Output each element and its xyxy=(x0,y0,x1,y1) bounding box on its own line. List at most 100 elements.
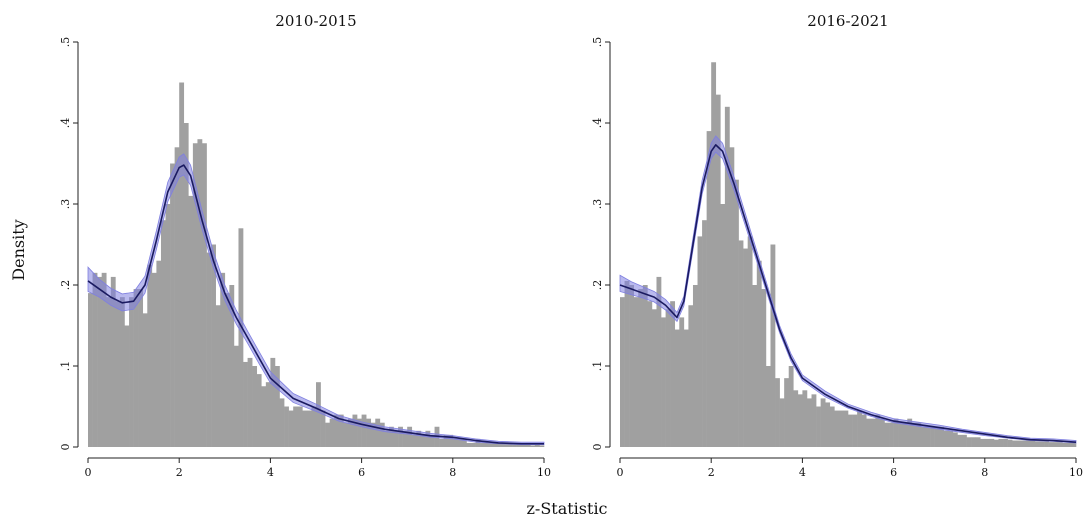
x-tick-label: 6 xyxy=(358,466,365,479)
histogram-bar xyxy=(206,252,212,447)
histogram-bar xyxy=(325,422,330,447)
histogram-bar xyxy=(452,438,458,447)
histogram-bar xyxy=(920,426,926,447)
histogram-bar xyxy=(697,236,703,447)
histogram-bar xyxy=(711,62,717,447)
histogram-bar xyxy=(925,426,931,447)
histogram-bar xyxy=(489,442,495,447)
histogram-bar xyxy=(534,444,540,447)
histogram-bar xyxy=(97,276,102,447)
histogram-bar xyxy=(361,414,367,447)
histogram-bar xyxy=(461,438,467,447)
histogram-bar xyxy=(775,378,780,447)
y-tick-label: .1 xyxy=(59,361,72,372)
histogram-bar xyxy=(738,240,744,447)
histogram-bar xyxy=(825,402,831,447)
histogram-bar xyxy=(661,317,666,447)
histogram-bar xyxy=(498,442,504,447)
histogram-bar xyxy=(629,285,634,447)
histogram-bar xyxy=(279,398,285,447)
histogram-bar xyxy=(416,430,422,447)
histogram-bar xyxy=(384,430,390,447)
histogram-bar xyxy=(930,426,935,447)
histogram-bar xyxy=(425,430,431,447)
density-line xyxy=(619,144,1077,443)
histogram-bar xyxy=(92,272,98,447)
histogram-bar xyxy=(160,220,166,447)
histogram-bar xyxy=(338,414,344,447)
histogram-bar xyxy=(907,418,913,447)
histogram-bar xyxy=(971,437,976,447)
y-tick-label: .1 xyxy=(591,361,604,372)
histogram-bar xyxy=(816,406,821,447)
histogram-bar xyxy=(1034,441,1040,447)
histogram-bar xyxy=(820,398,826,447)
histogram-bar xyxy=(957,434,963,447)
histogram-bar xyxy=(215,305,221,447)
histogram-bar xyxy=(756,260,762,447)
histogram-bar xyxy=(656,276,662,447)
panel-title: 2016-2021 xyxy=(807,12,888,30)
histogram-bar xyxy=(115,301,121,447)
histogram-bar xyxy=(302,410,308,447)
y-axis-title: Density xyxy=(9,219,28,280)
histogram-bar xyxy=(665,309,671,447)
histogram-bar xyxy=(484,442,490,447)
histogram-bar xyxy=(334,414,340,447)
histogram-bar xyxy=(156,260,162,447)
histogram-bar xyxy=(898,422,904,447)
histogram-bars xyxy=(620,62,1077,448)
histogram-bar xyxy=(261,386,267,447)
x-tick-label: 8 xyxy=(981,466,988,479)
histogram-bar xyxy=(624,280,630,447)
histogram-bar xyxy=(138,289,144,447)
histogram-bar xyxy=(133,289,139,447)
histogram-bar xyxy=(1025,440,1031,447)
histogram-bar xyxy=(1062,442,1068,447)
histogram-bar xyxy=(398,426,403,447)
histogram-bar xyxy=(493,442,499,447)
histogram-bar xyxy=(779,398,785,447)
histogram-bar xyxy=(170,163,175,447)
histogram-bar xyxy=(802,390,808,447)
y-tick-label: 0 xyxy=(591,444,604,451)
histogram-bar xyxy=(224,293,230,447)
histogram-bar xyxy=(734,179,739,447)
x-tick-label: 10 xyxy=(1069,466,1083,479)
density-line xyxy=(87,164,544,445)
histogram-bar xyxy=(889,422,894,447)
histogram-bar xyxy=(174,147,180,448)
histogram-bar xyxy=(702,220,707,447)
histogram-bar xyxy=(948,430,954,447)
x-tick-label: 2 xyxy=(176,466,183,479)
histogram-bar xyxy=(911,422,917,447)
histogram-bar xyxy=(211,244,216,447)
histogram-bar xyxy=(110,276,116,447)
histogram-bar xyxy=(270,357,276,447)
histogram-bar xyxy=(879,418,885,447)
x-tick-label: 4 xyxy=(267,466,274,479)
histogram-bar xyxy=(866,418,872,447)
histogram-bar xyxy=(752,285,758,447)
histogram-bar xyxy=(692,285,698,447)
y-tick-label: .3 xyxy=(591,199,604,210)
histogram-bar xyxy=(388,426,394,447)
histogram-bar xyxy=(884,422,890,447)
histogram-bar xyxy=(984,438,990,447)
histogram-bar xyxy=(88,293,93,447)
histogram-bar xyxy=(720,204,726,447)
histogram-bar xyxy=(370,422,376,447)
histogram-bar xyxy=(1048,442,1054,447)
histogram-bar xyxy=(129,297,134,447)
histogram-bar xyxy=(106,297,112,447)
histogram-bar xyxy=(229,285,235,447)
histogram-bar xyxy=(1003,438,1008,447)
histogram-bar xyxy=(829,406,835,447)
histogram-bar xyxy=(311,406,317,447)
histogram-bar xyxy=(512,444,517,447)
y-tick-label: .2 xyxy=(591,280,604,291)
histogram-bar xyxy=(521,444,527,447)
x-axis-title: z-Statistic xyxy=(526,499,607,518)
histogram-bar xyxy=(439,438,444,447)
y-tick-label: .3 xyxy=(59,199,72,210)
